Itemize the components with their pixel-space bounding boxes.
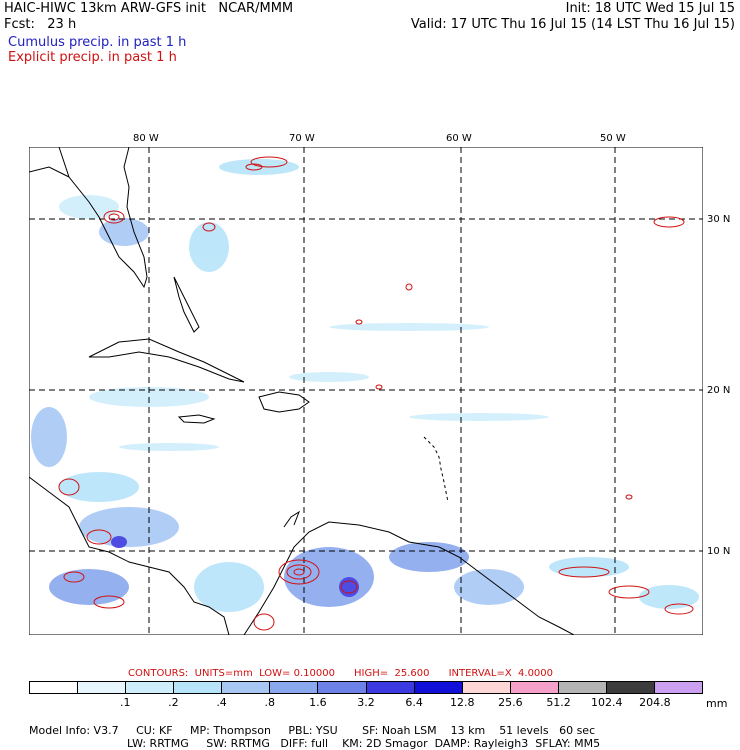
contour-info: CONTOURS: UNITS=mm LOW= 0.10000 HIGH= 25…	[128, 668, 554, 679]
color-bar-ticks: .1 .2 .4 .8 1.6 3.2 6.4 12.8 25.6 51.2 102.4 204.8	[29, 696, 703, 710]
lat-label-20n: 20 N	[707, 385, 731, 396]
info-lw: LW: RRTMG	[127, 737, 189, 750]
color-bar-swatch	[366, 682, 415, 693]
cumulus-precip-shading	[31, 159, 699, 612]
lon-label-50w: 50 W	[600, 133, 626, 144]
info-dt: 60 sec	[559, 724, 596, 737]
info-res: 13 km	[450, 724, 486, 737]
color-bar-swatch	[222, 682, 271, 693]
color-bar	[29, 681, 703, 694]
color-bar-tick: 6.4	[405, 696, 423, 709]
color-bar-tick: 204.8	[639, 696, 671, 709]
color-bar-swatch	[606, 682, 656, 693]
color-bar-tick: 12.8	[450, 696, 475, 709]
lat-label-10n: 10 N	[707, 546, 731, 557]
color-bar-swatch	[655, 682, 703, 693]
model-info-line2: LW: RRTMG SW: RRTMG DIFF: full KM: 2D Sm…	[127, 724, 600, 750]
init-time: Init: 18 UTC Wed 15 Jul 15	[565, 1, 735, 16]
lat-label-30n: 30 N	[707, 214, 731, 225]
info-sf: SF: Noah LSM	[362, 724, 437, 737]
color-bar-tick: .8	[264, 696, 275, 709]
precip-map	[29, 147, 703, 635]
graticule	[29, 147, 703, 635]
info-diff: DIFF: full	[280, 737, 329, 750]
color-bar-swatch	[270, 682, 319, 693]
color-bar-tick: 102.4	[590, 696, 623, 709]
lon-label-70w: 70 W	[289, 133, 315, 144]
info-levels: 51 levels	[499, 724, 549, 737]
color-bar-tick: 3.2	[357, 696, 375, 709]
color-bar-units: mm	[706, 697, 728, 710]
model-info-line1: Model Info: V3.7 CU: KF MP: Thompson PBL…	[29, 711, 595, 737]
valid-time: Valid: 17 UTC Thu 16 Jul 15 (14 LST Thu …	[410, 17, 735, 32]
info-damp: DAMP: Rayleigh3	[434, 737, 529, 750]
color-bar-swatch	[174, 682, 223, 693]
color-bar-swatch	[30, 682, 79, 693]
color-bar-swatch	[126, 682, 175, 693]
color-bar-swatch	[510, 682, 559, 693]
info-sflay: SFLAY: MM5	[535, 737, 601, 750]
color-bar-swatch	[414, 682, 463, 693]
info-sw: SW: RRTMG	[206, 737, 270, 750]
info-mp: MP: Thompson	[190, 724, 271, 737]
model-title: HAIC-HIWC 13km ARW-GFS init NCAR/MMM	[4, 1, 294, 16]
color-bar-tick: 25.6	[498, 696, 523, 709]
forecast-hour: Fcst: 23 h	[4, 17, 77, 32]
cumulus-legend: Cumulus precip. in past 1 h	[8, 35, 187, 50]
color-bar-swatch	[78, 682, 127, 693]
color-bar-tick: 51.2	[546, 696, 571, 709]
color-bar-swatch	[318, 682, 367, 693]
lon-label-60w: 60 W	[446, 133, 472, 144]
color-bar-tick: 1.6	[309, 696, 327, 709]
info-version: Model Info: V3.7	[29, 724, 119, 737]
color-bar-tick: .2	[168, 696, 179, 709]
explicit-legend: Explicit precip. in past 1 h	[8, 50, 177, 65]
info-km: KM: 2D Smagor	[342, 737, 428, 750]
explicit-precip-contours	[58, 156, 694, 631]
color-bar-tick: .4	[216, 696, 227, 709]
color-bar-swatch	[558, 682, 607, 693]
lon-label-80w: 80 W	[133, 133, 159, 144]
info-pbl: PBL: YSU	[288, 724, 338, 737]
info-cu: CU: KF	[136, 724, 173, 737]
color-bar-tick: .1	[120, 696, 131, 709]
color-bar-swatch	[462, 682, 511, 693]
